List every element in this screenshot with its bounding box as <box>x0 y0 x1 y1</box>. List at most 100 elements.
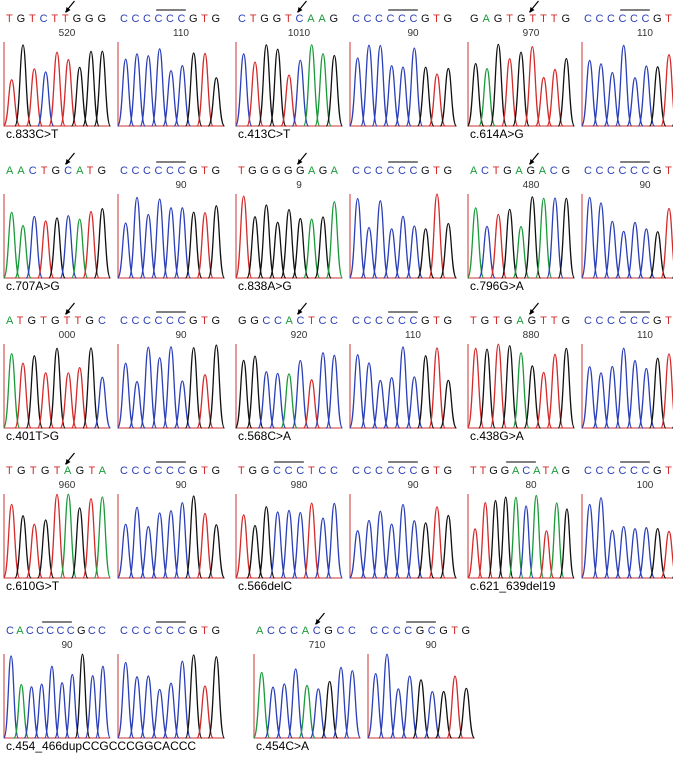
trace-peak <box>173 65 192 127</box>
position-number: 110 <box>405 330 421 341</box>
trace-peak <box>59 59 78 127</box>
position-number: 100 <box>637 480 654 491</box>
trace-peak <box>416 522 435 579</box>
trace-peak <box>614 526 633 579</box>
trace-peak <box>257 506 276 579</box>
trace-peak <box>36 519 55 579</box>
trace-peak <box>546 197 564 279</box>
position-number: 710 <box>309 640 326 651</box>
trace-peak <box>291 511 310 579</box>
trace-peak <box>314 352 332 429</box>
trace-peak <box>14 44 32 127</box>
trace-peak <box>382 65 401 127</box>
trace-peak <box>116 222 135 279</box>
arrow-head <box>315 619 321 625</box>
trace-peak <box>614 44 633 127</box>
trace-peak <box>466 347 485 429</box>
variant-label: c.401T>G <box>6 429 59 443</box>
trace-peak <box>207 77 226 127</box>
trace-peak <box>162 682 180 739</box>
trace-peak <box>162 346 180 429</box>
position-number: 970 <box>523 28 540 39</box>
trace-peak <box>637 65 656 127</box>
trace-peak <box>366 672 385 739</box>
variant-label: c.610G>T <box>6 579 60 593</box>
trace-peak <box>184 211 203 279</box>
trace-peak <box>523 196 542 279</box>
trace-peak <box>268 48 287 127</box>
trace-peak <box>2 503 21 579</box>
trace-peak <box>162 510 180 579</box>
trace-peak <box>523 365 542 429</box>
trace-peak <box>291 59 310 127</box>
trace-peak <box>478 225 496 279</box>
trace-peak <box>196 685 214 739</box>
trace-peak <box>252 671 271 739</box>
variant-label: c.454C>A <box>256 739 309 753</box>
trace-peak <box>626 528 644 579</box>
trace-peak <box>439 67 458 127</box>
trace-peak <box>416 355 435 429</box>
trace-peak <box>196 52 214 127</box>
trace-peak <box>412 679 430 739</box>
position-number: 110 <box>173 28 189 39</box>
position-number: 9 <box>296 180 302 191</box>
trace-peak <box>3 655 20 739</box>
trace-peak <box>348 354 367 429</box>
trace-peak <box>207 656 226 739</box>
trace-peak <box>268 221 287 279</box>
trace-peak <box>280 509 298 579</box>
trace-peak <box>116 58 135 127</box>
position-number: 90 <box>175 480 187 491</box>
trace-peak <box>234 359 253 429</box>
trace-peak <box>371 44 390 127</box>
trace-peak <box>557 347 576 429</box>
trace-peak <box>139 55 158 127</box>
trace-peak <box>25 523 44 579</box>
trace-peak <box>423 690 442 739</box>
trace-peak <box>280 74 298 127</box>
trace-peak <box>207 524 226 579</box>
chromatogram-panel: C A C C C C C G C C 90 C C C C C C G T G c.454_466dupCCGCCCG… <box>3 621 226 753</box>
trace-peak <box>54 681 71 739</box>
trace-peak <box>257 204 276 279</box>
trace-peak <box>302 379 321 429</box>
trace-peak <box>360 44 378 127</box>
chromatogram-panel: A A C T G C A T G C C C C C C G T G 90 c.707A>G <box>2 152 226 293</box>
trace-peak <box>93 376 112 429</box>
trace-peak <box>360 519 378 579</box>
trace-peak <box>557 197 576 279</box>
position-number: 80 <box>525 480 537 491</box>
trace-peak <box>207 205 226 279</box>
trace-peak <box>558 508 575 579</box>
trace-peak <box>139 346 158 429</box>
trace-peak <box>268 511 287 579</box>
trace-peak <box>405 47 424 127</box>
trace-peak <box>128 53 146 127</box>
trace-peak <box>150 48 169 127</box>
trace-peak <box>478 348 496 429</box>
trace-peak <box>434 690 453 739</box>
trace-peak <box>439 379 458 429</box>
trace-peak <box>378 653 396 739</box>
trace-peak <box>626 360 644 429</box>
trace-peak <box>173 207 192 279</box>
trace-peak <box>626 77 644 127</box>
trace-peak <box>196 212 214 279</box>
trace-peak <box>128 506 146 579</box>
arrow-head <box>65 7 71 13</box>
trace-peak <box>382 376 401 429</box>
trace-peak <box>286 668 305 739</box>
trace-peak <box>116 523 135 579</box>
